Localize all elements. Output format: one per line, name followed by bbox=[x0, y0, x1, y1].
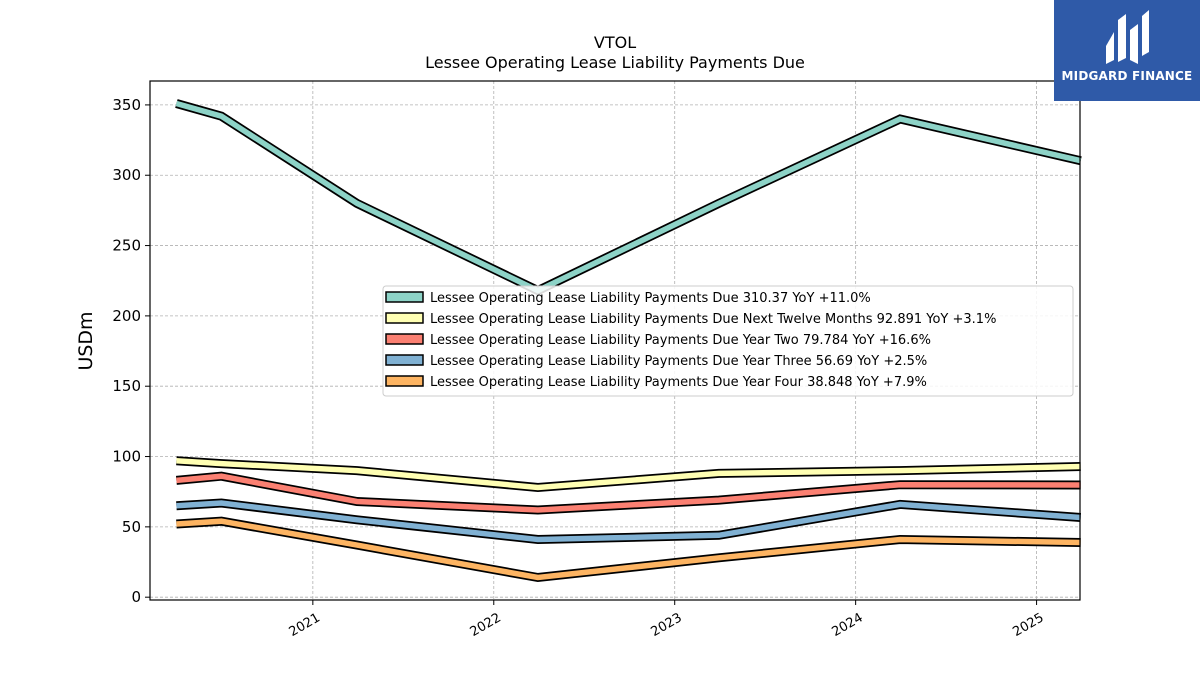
y-tick-label: 250 bbox=[112, 237, 141, 255]
y-tick-label: 350 bbox=[112, 96, 141, 114]
y-axis-label: USDm bbox=[75, 311, 97, 370]
series-4-line bbox=[176, 518, 1081, 581]
x-tick-label: 2023 bbox=[649, 610, 685, 640]
legend: Lessee Operating Lease Liability Payment… bbox=[382, 285, 1074, 397]
legend-swatch bbox=[385, 375, 424, 387]
brand-logo: MIDGARD FINANCE bbox=[1054, 0, 1200, 101]
x-tick-label: 2025 bbox=[1010, 610, 1046, 640]
x-tick-label: 2021 bbox=[287, 610, 323, 640]
legend-swatch bbox=[385, 354, 424, 366]
series-0-line bbox=[175, 100, 1082, 294]
series-3-line bbox=[176, 500, 1081, 543]
y-tick-label: 0 bbox=[131, 588, 141, 606]
y-tick-label: 200 bbox=[112, 307, 141, 325]
plot-frame bbox=[149, 80, 1081, 601]
chart-subtitle: Lessee Operating Lease Liability Payment… bbox=[425, 53, 805, 72]
x-tick-label: 2022 bbox=[468, 610, 504, 640]
midgard-logo-icon bbox=[1106, 10, 1149, 64]
y-tick-label: 300 bbox=[112, 166, 141, 184]
y-tick-label: 50 bbox=[122, 518, 141, 536]
y-tick-label: 100 bbox=[112, 448, 141, 466]
brand-name: MIDGARD FINANCE bbox=[1061, 69, 1193, 83]
legend-label: Lessee Operating Lease Liability Payment… bbox=[430, 375, 927, 390]
legend-label: Lessee Operating Lease Liability Payment… bbox=[430, 291, 871, 306]
legend-label: Lessee Operating Lease Liability Payment… bbox=[430, 312, 996, 327]
series-2-line bbox=[176, 473, 1081, 513]
chart-title: VTOL bbox=[594, 33, 636, 52]
legend-swatch bbox=[385, 291, 424, 303]
legend-box bbox=[382, 285, 1074, 397]
x-tick-label: 2024 bbox=[829, 610, 865, 640]
legend-swatch bbox=[385, 333, 424, 345]
legend-label: Lessee Operating Lease Liability Payment… bbox=[430, 333, 931, 348]
legend-label: Lessee Operating Lease Liability Payment… bbox=[430, 354, 927, 369]
series-1-line bbox=[176, 458, 1081, 491]
y-tick-label: 150 bbox=[112, 377, 141, 395]
legend-swatch bbox=[385, 312, 424, 324]
